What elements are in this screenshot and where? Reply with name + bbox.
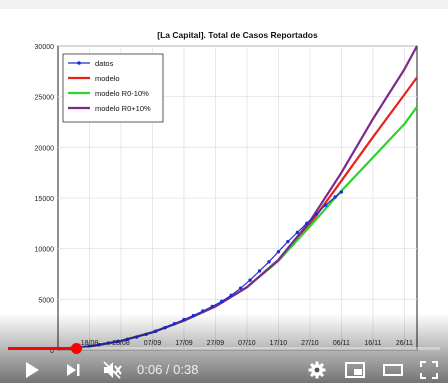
data-point (229, 293, 233, 297)
data-point (286, 239, 290, 244)
volume-muted-icon (103, 361, 122, 379)
data-point (144, 332, 148, 336)
miniplayer-button[interactable] (340, 356, 370, 383)
progress-scrubber[interactable] (70, 343, 82, 354)
current-time: 0:06 (137, 362, 163, 377)
data-point (220, 299, 224, 304)
data-point (314, 212, 318, 216)
data-point (116, 339, 120, 344)
data-point (248, 278, 252, 282)
duration: 0:38 (173, 362, 199, 377)
theater-mode-icon (383, 364, 403, 376)
data-point (323, 203, 328, 207)
y-tick-label: 25000 (35, 95, 55, 102)
data-point (201, 309, 205, 313)
data-point (172, 321, 177, 326)
data-point (305, 221, 309, 226)
data-point (333, 195, 337, 199)
x-tick-label: 16/11 (364, 340, 381, 347)
x-tick-label: 27/10 (301, 340, 319, 347)
legend-label-modelo-r0-10-: modelo R0+10% (95, 104, 151, 113)
x-tick-label: 06/11 (333, 340, 350, 347)
data-point (182, 317, 186, 322)
theater-mode-button[interactable] (378, 356, 408, 383)
data-point (267, 260, 271, 264)
time-separator: / (162, 362, 174, 377)
fullscreen-button[interactable] (414, 356, 444, 383)
legend-label-datos: datos (95, 59, 114, 68)
play-button[interactable] (14, 356, 48, 383)
y-tick-label: 15000 (35, 196, 55, 203)
x-tick-label: 27/09 (207, 340, 225, 347)
mute-button[interactable] (95, 356, 129, 383)
x-tick-label: 07/10 (238, 340, 256, 347)
y-tick-label: 10000 (35, 247, 55, 254)
x-tick-label: 17/09 (175, 340, 193, 347)
data-point (339, 190, 344, 194)
legend-label-modelo: modelo (95, 74, 120, 83)
data-point (238, 286, 243, 290)
progress-bar[interactable] (8, 343, 440, 354)
y-tick-label: 20000 (35, 145, 55, 152)
data-point (125, 337, 129, 342)
next-button[interactable] (56, 356, 90, 383)
time-display: 0:06 / 0:38 (137, 362, 198, 377)
legend: datos modelo modelo R0-10% modelo R0+10% (62, 53, 164, 123)
x-tick-label: 26/11 (396, 340, 413, 347)
data-point (153, 329, 158, 333)
data-point (163, 326, 167, 330)
legend-box (62, 53, 164, 123)
y-tick-label: 30000 (35, 44, 55, 51)
progress-played (8, 347, 77, 350)
data-point (106, 341, 111, 345)
next-icon (67, 364, 80, 376)
y-tick-label: 5000 (38, 297, 54, 304)
settings-gear-icon (308, 361, 326, 379)
legend-marker-datos (77, 61, 81, 65)
x-tick-label: 07/09 (144, 340, 162, 347)
fullscreen-icon (420, 361, 438, 379)
data-point (295, 230, 300, 235)
settings-button[interactable] (303, 356, 331, 383)
miniplayer-icon (345, 362, 365, 378)
play-icon (26, 362, 39, 378)
data-point (135, 335, 139, 339)
data-point (210, 304, 215, 309)
top-strip (0, 0, 448, 9)
chart-title: [La Capital]. Total de Casos Reportados (157, 30, 318, 40)
x-tick-label: 17/10 (270, 340, 288, 347)
data-point (97, 343, 101, 347)
data-point (191, 313, 196, 318)
data-point (276, 250, 281, 254)
legend-label-modelo-r0-10-: modelo R0-10% (95, 89, 149, 98)
data-point (257, 269, 262, 273)
